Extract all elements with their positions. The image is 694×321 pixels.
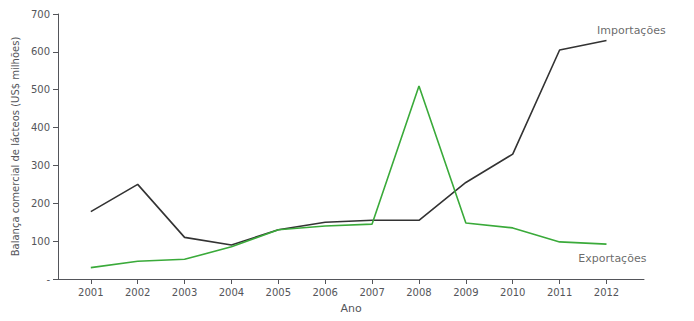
svg-text:2009: 2009 xyxy=(453,287,478,298)
svg-text:100: 100 xyxy=(31,236,50,247)
svg-text:2007: 2007 xyxy=(359,287,384,298)
svg-text:600: 600 xyxy=(31,46,50,57)
svg-text:2005: 2005 xyxy=(266,287,291,298)
svg-text:2002: 2002 xyxy=(125,287,150,298)
svg-text:Importações: Importações xyxy=(597,24,666,37)
svg-text:2003: 2003 xyxy=(172,287,197,298)
svg-text:300: 300 xyxy=(31,160,50,171)
svg-text:2011: 2011 xyxy=(547,287,572,298)
svg-text:Balança comercial de lácteos (: Balança comercial de lácteos (US$ milhõe… xyxy=(10,37,21,257)
svg-text:200: 200 xyxy=(31,198,50,209)
svg-text:2010: 2010 xyxy=(500,287,525,298)
svg-text:500: 500 xyxy=(31,84,50,95)
svg-text:400: 400 xyxy=(31,122,50,133)
svg-text:-: - xyxy=(46,274,50,285)
svg-text:2006: 2006 xyxy=(312,287,337,298)
svg-text:2004: 2004 xyxy=(219,287,244,298)
svg-text:2008: 2008 xyxy=(406,287,431,298)
svg-text:2012: 2012 xyxy=(594,287,619,298)
svg-text:2001: 2001 xyxy=(78,287,103,298)
svg-text:Ano: Ano xyxy=(340,302,361,315)
svg-text:700: 700 xyxy=(31,9,50,20)
svg-text:Exportações: Exportações xyxy=(578,252,646,265)
